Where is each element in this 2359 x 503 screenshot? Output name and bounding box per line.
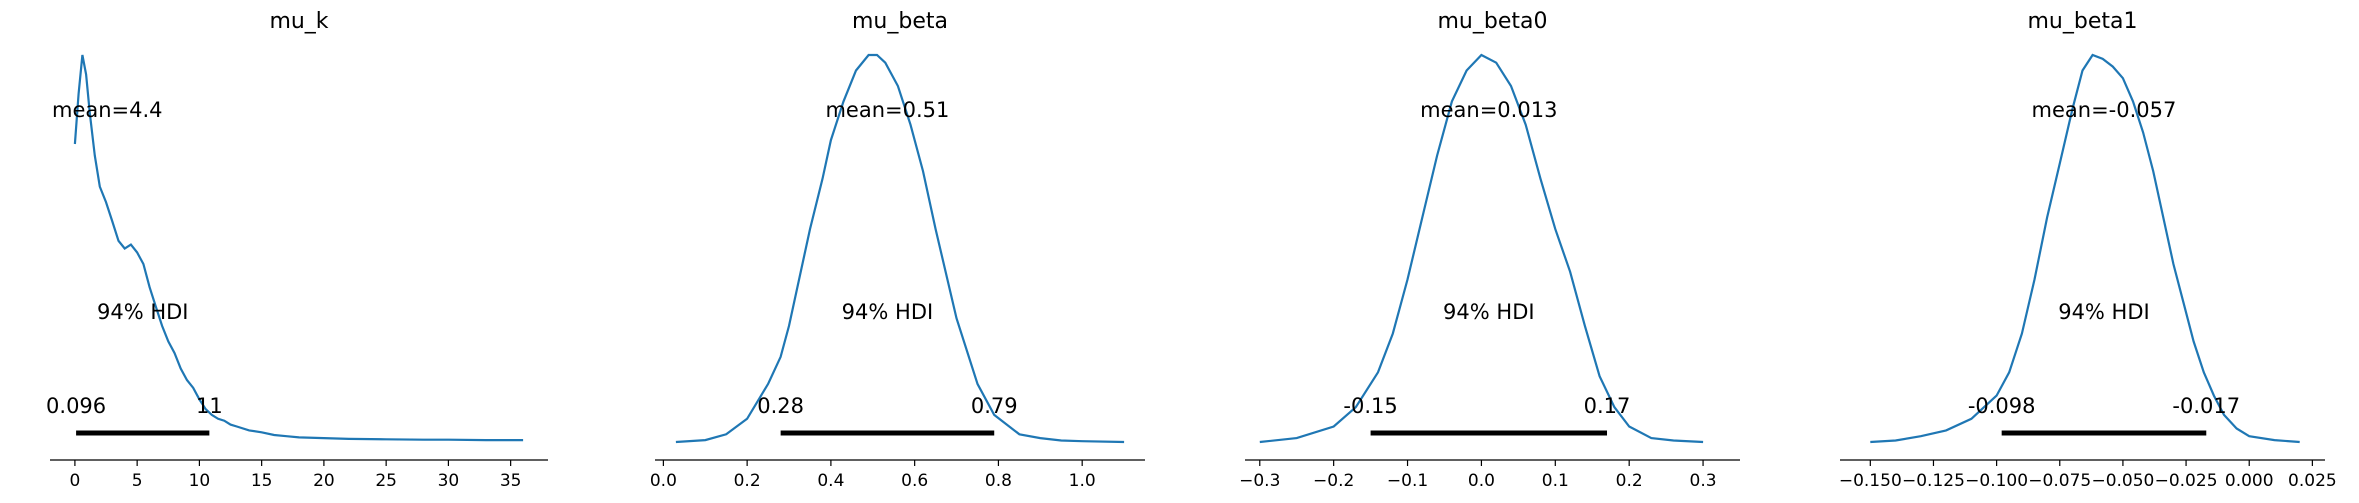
mean-label: mean=4.4 bbox=[52, 98, 163, 122]
x-tick-label: −0.125 bbox=[1902, 471, 1965, 491]
x-tick-label: 0.6 bbox=[901, 471, 928, 491]
x-tick-label: −0.050 bbox=[2091, 471, 2154, 491]
x-tick-label: 15 bbox=[251, 471, 273, 491]
x-tick-label: 0.3 bbox=[1690, 471, 1717, 491]
hdi-label: 94% HDI bbox=[2058, 300, 2150, 324]
x-tick-label: 0.2 bbox=[1616, 471, 1643, 491]
hdi-high-label: -0.017 bbox=[2172, 394, 2240, 418]
x-tick-label: 35 bbox=[500, 471, 522, 491]
hdi-low-label: 0.28 bbox=[757, 394, 804, 418]
x-tick-label: 0.1 bbox=[1542, 471, 1569, 491]
x-tick-label: 0.0 bbox=[1468, 471, 1495, 491]
panel-title: mu_beta bbox=[852, 9, 948, 34]
x-tick-label: 0.8 bbox=[985, 471, 1012, 491]
x-tick-label: 0.000 bbox=[2225, 471, 2274, 491]
hdi-high-label: 0.17 bbox=[1584, 394, 1631, 418]
hdi-high-label: 11 bbox=[196, 394, 223, 418]
hdi-low-label: -0.15 bbox=[1343, 394, 1397, 418]
x-tick-label: 0 bbox=[69, 471, 80, 491]
x-tick-label: −0.3 bbox=[1239, 471, 1280, 491]
x-tick-label: 0.4 bbox=[817, 471, 844, 491]
density-line bbox=[1259, 53, 1704, 444]
x-tick-label: 1.0 bbox=[1069, 471, 1096, 491]
hdi-label: 94% HDI bbox=[842, 300, 934, 324]
x-tick-label: 5 bbox=[132, 471, 143, 491]
hdi-low-label: -0.098 bbox=[1968, 394, 2036, 418]
density-line bbox=[73, 54, 524, 442]
x-tick-label: 30 bbox=[438, 471, 460, 491]
density-line bbox=[675, 53, 1125, 444]
hdi-low-label: 0.096 bbox=[46, 394, 106, 418]
x-tick-label: −0.100 bbox=[1965, 471, 2028, 491]
density-line bbox=[1870, 53, 2300, 444]
x-tick-label: −0.2 bbox=[1313, 471, 1354, 491]
mean-label: mean=0.013 bbox=[1420, 98, 1557, 122]
panel-mu_beta: mu_beta mean=0.51 94% HDI 0.28 0.79 0.0 0.2 0.4… bbox=[650, 9, 1145, 491]
x-tick-label: −0.025 bbox=[2155, 471, 2218, 491]
x-tick-label: −0.150 bbox=[1839, 471, 1902, 491]
x-tick-label: 25 bbox=[375, 471, 397, 491]
x-tick-label: −0.1 bbox=[1387, 471, 1428, 491]
mean-label: mean=0.51 bbox=[825, 98, 949, 122]
x-tick-label: 10 bbox=[189, 471, 211, 491]
panel-mu_beta1: mu_beta1 mean=-0.057 94% HDI -0.098 -0.017 −0… bbox=[1839, 9, 2337, 491]
hdi-label: 94% HDI bbox=[97, 300, 189, 324]
hdi-label: 94% HDI bbox=[1443, 300, 1535, 324]
panel-title: mu_beta1 bbox=[2028, 9, 2138, 34]
hdi-high-label: 0.79 bbox=[971, 394, 1018, 418]
panel-mu_beta0: mu_beta0 mean=0.013 94% HDI -0.15 0.17 −0.3 −0… bbox=[1239, 9, 1740, 491]
x-tick-label: 20 bbox=[313, 471, 335, 491]
x-tick-label: 0.0 bbox=[650, 471, 677, 491]
mean-label: mean=-0.057 bbox=[2032, 98, 2177, 122]
x-tick-label: −0.075 bbox=[2028, 471, 2091, 491]
panel-title: mu_beta0 bbox=[1438, 9, 1548, 34]
panel-title: mu_k bbox=[269, 9, 328, 34]
x-tick-label: 0.025 bbox=[2288, 471, 2337, 491]
x-tick-label: 0.2 bbox=[734, 471, 761, 491]
panel-mu_k: mu_k mean=4.4 94% HDI 0.096 11 0 5 10 15 20 25 30 35 bbox=[46, 9, 548, 491]
